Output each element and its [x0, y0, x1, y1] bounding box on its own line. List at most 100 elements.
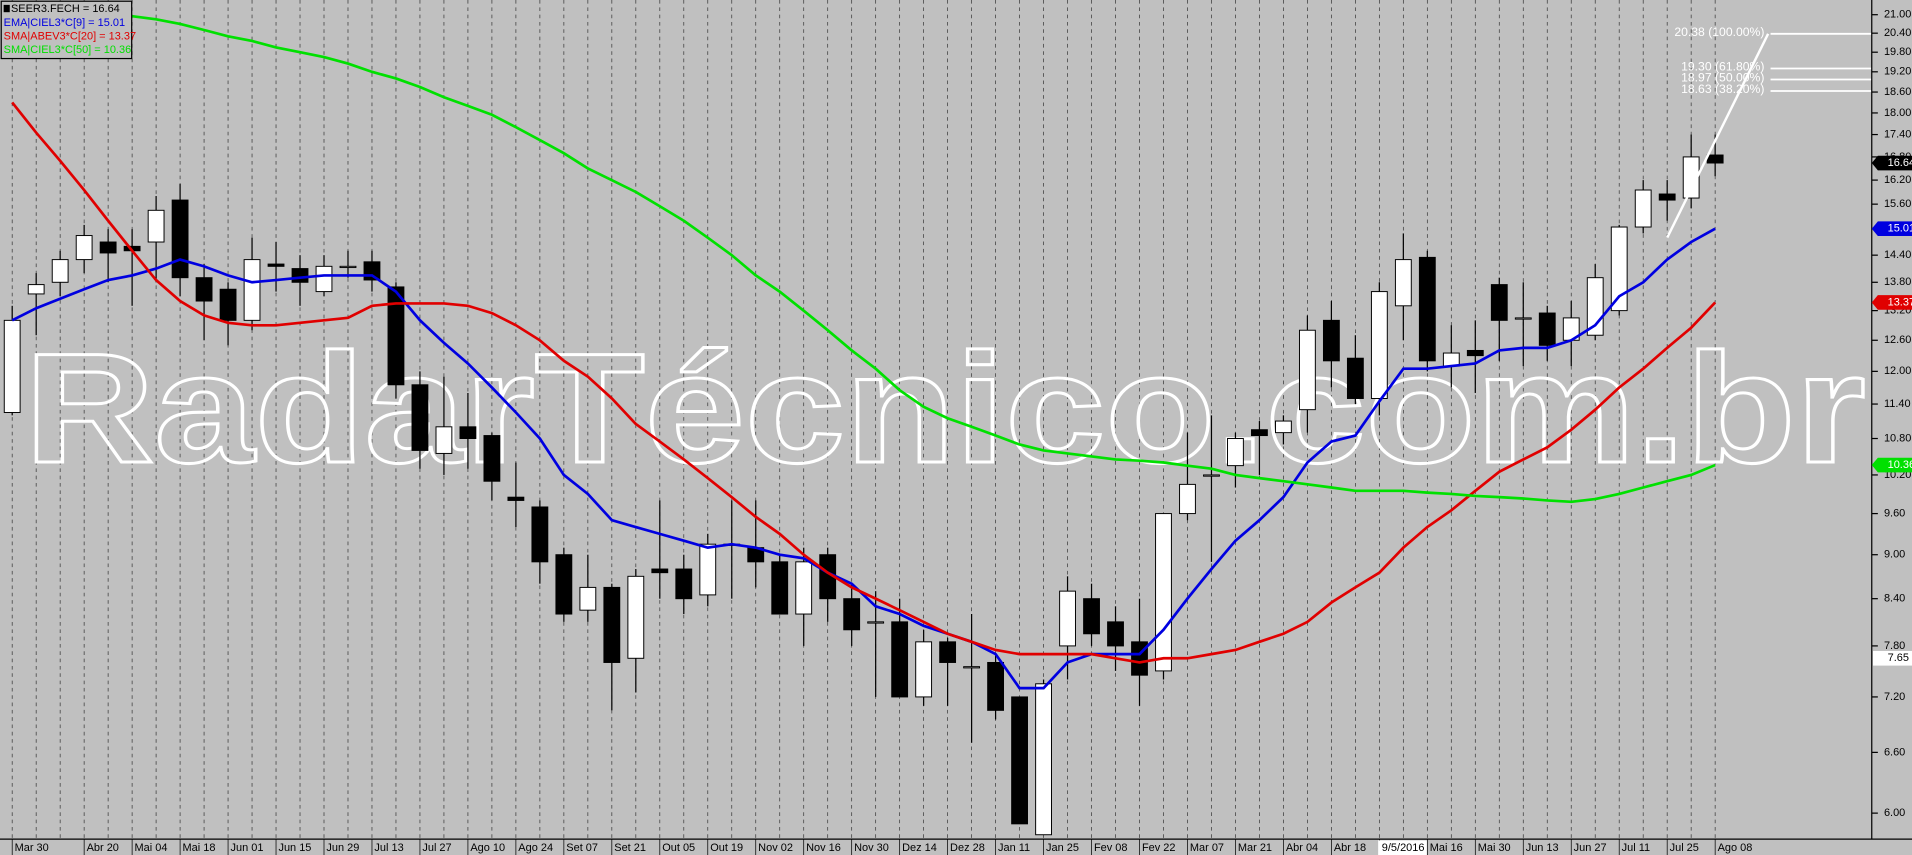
candle-body [1610, 226, 1628, 312]
x-tick-label: Ago 24 [518, 842, 553, 854]
candle-body [1634, 189, 1652, 228]
candle-body [987, 661, 1005, 711]
x-tick-label: Fev 22 [1142, 842, 1176, 854]
x-tick-label: Mai 18 [183, 842, 216, 854]
candle-body [1370, 291, 1388, 399]
candle-body [363, 261, 381, 281]
candle-body [1083, 598, 1100, 635]
legend-swatch [3, 4, 10, 13]
x-tick-label: Mai 16 [1430, 842, 1463, 854]
indicator-line [11, 227, 1716, 690]
y-tick-label: 17.40 [1884, 128, 1911, 140]
x-tick-label: Dez 28 [950, 842, 985, 854]
value-tag [1871, 295, 1912, 310]
indicator-line [12, 7, 1716, 504]
value-tag [1871, 155, 1912, 171]
value-tag-label: 16.64 [1888, 157, 1912, 169]
candle-body [1179, 483, 1196, 515]
candle-body [939, 641, 957, 663]
candle-body [627, 575, 645, 659]
x-tick-label: Abr 18 [1334, 842, 1366, 854]
x-tick-label: Mai 04 [135, 842, 168, 854]
y-tick-label: 12.60 [1884, 334, 1911, 346]
candle-body [699, 543, 717, 596]
value-tag-label: 10.36 [1888, 459, 1912, 471]
candle-body [387, 286, 405, 386]
candle-body [1322, 319, 1340, 362]
x-tick-label: Out 05 [662, 842, 695, 854]
candle-body [1275, 420, 1292, 434]
candle-body [1394, 259, 1412, 307]
candle-body [843, 598, 861, 631]
candle-body [1346, 357, 1364, 399]
x-tick-label: Nov 02 [758, 842, 793, 854]
candle-body [1298, 329, 1316, 411]
candle-body [651, 568, 669, 574]
candle-body [435, 426, 453, 454]
candle-body [147, 209, 165, 243]
y-tick-label: 14.40 [1884, 249, 1911, 261]
x-tick-label: Jul 25 [1670, 842, 1699, 854]
x-tick-label: Dez 14 [902, 842, 937, 854]
y-tick-label: 19.80 [1884, 46, 1911, 58]
legend: SEER3.FECH = 16.64 EMA|CIEL3*C[9] = 15.01… [3, 3, 136, 56]
candle-body [1155, 513, 1172, 672]
cursor-x-box [1378, 840, 1427, 855]
candle-body [795, 561, 813, 615]
y-tick-label: 18.60 [1884, 86, 1911, 98]
legend-entry: SMA|ABEV3*C[20] = 13.37 [4, 30, 136, 42]
y-tick-label: 18.00 [1884, 107, 1911, 119]
y-tick-label: 9.00 [1884, 549, 1905, 561]
candle-body [1227, 438, 1244, 467]
y-tick-label: 21.00 [1884, 9, 1911, 21]
x-tick-label: Set 21 [614, 842, 646, 854]
candle-body [1035, 683, 1052, 836]
y-tick-label: 8.40 [1884, 593, 1905, 605]
candle-body [1418, 256, 1436, 362]
y-tick-label: 13.80 [1884, 276, 1911, 288]
value-tag-label: 13.37 [1888, 296, 1912, 308]
candle-body [507, 496, 525, 501]
x-tick-label: Mar 07 [1190, 842, 1224, 854]
y-tick-label: 9.60 [1884, 507, 1905, 519]
plot: 20.38 (100.00%) 19.30 (61.80%)18.97 (50.0… [3, 7, 1872, 836]
y-tick-label: 6.00 [1884, 807, 1905, 819]
candle-body [243, 259, 261, 321]
candle-body [483, 435, 501, 482]
y-tick-label: 11.40 [1884, 398, 1911, 410]
cursor-y-label: 7.65 [1888, 652, 1909, 664]
candle-body [267, 263, 285, 267]
candle-body [1059, 590, 1076, 647]
candle-body [339, 265, 357, 269]
x-tick-label: Mai 30 [1478, 842, 1511, 854]
candle-body [915, 641, 933, 698]
fib-label: 20.38 (100.00%) [1674, 25, 1764, 39]
x-tick-label: Mar 30 [15, 842, 49, 854]
x-tick-label: Jun 27 [1574, 842, 1607, 854]
candle-body [579, 586, 597, 611]
legend-entry: SEER3.FECH = 16.64 [11, 3, 120, 15]
x-tick-label: Jun 01 [231, 842, 264, 854]
candle-body [195, 277, 213, 302]
y-tick-label: 10.80 [1884, 432, 1911, 444]
x-tick-label: Jun 13 [1526, 842, 1559, 854]
x-tick-label: Jul 27 [422, 842, 451, 854]
y-tick-label: 12.00 [1884, 365, 1911, 377]
fib-label: 19.30 (61.80%) [1681, 60, 1764, 74]
legend-box [0, 0, 133, 60]
candle-body [1514, 317, 1532, 320]
x-tick-label: Mar 21 [1238, 842, 1272, 854]
candle-body [1107, 621, 1124, 647]
y-tick-label: 20.40 [1884, 27, 1911, 39]
candle-body [99, 241, 117, 254]
candle-body [3, 319, 21, 413]
x-tick-label: Jul 13 [374, 842, 403, 854]
candle-body [1490, 284, 1508, 321]
candle-body [771, 561, 789, 615]
candle-body [1682, 156, 1700, 199]
candle-body [219, 288, 237, 321]
x-tick-label: Ago 10 [470, 842, 505, 854]
candle-body [315, 265, 333, 293]
